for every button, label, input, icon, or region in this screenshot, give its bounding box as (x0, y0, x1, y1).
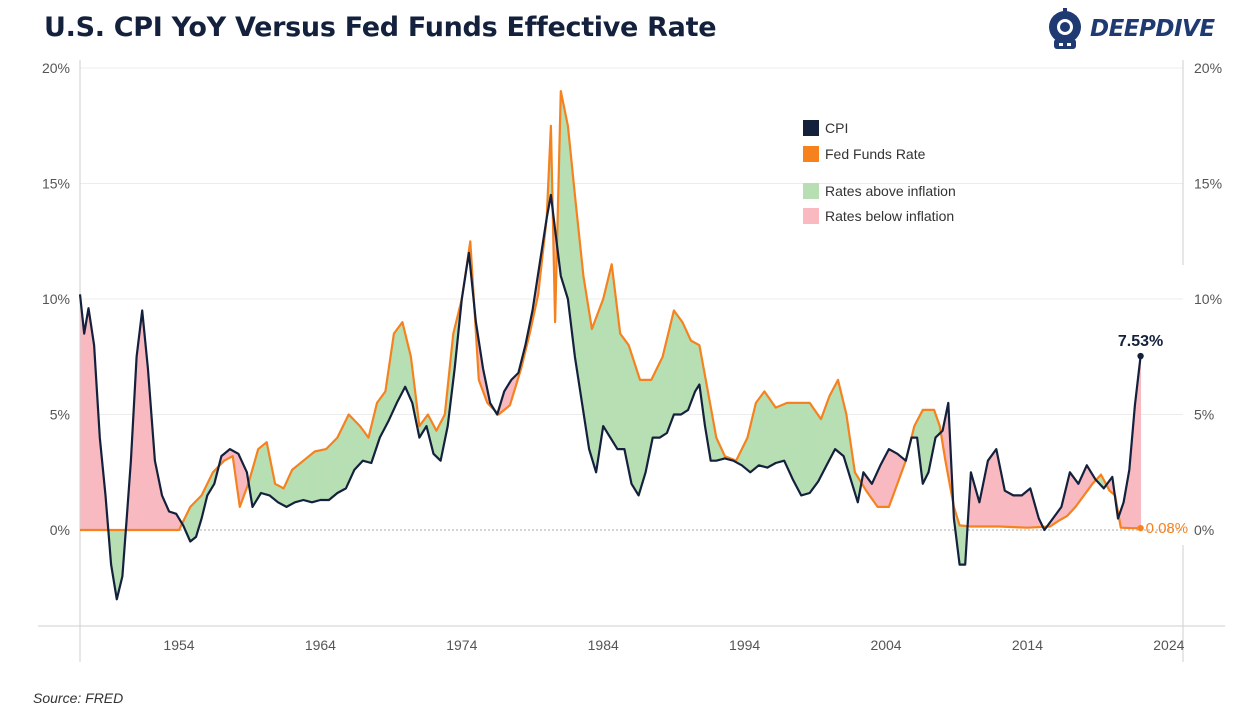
fed-endpoint (1137, 524, 1144, 532)
cpi-line (78, 193, 1142, 601)
y-tick-label-right: 5% (1194, 407, 1214, 423)
x-tick-label: 1964 (305, 637, 336, 653)
legend-rates-above-swatch (803, 183, 819, 199)
x-tick-label: 1994 (729, 637, 760, 653)
y-tick-label-left: 10% (42, 291, 70, 307)
legend-cpi-swatch (803, 120, 819, 136)
y-tick-label-left: 0% (50, 522, 70, 538)
legend-rates-below-label: Rates below inflation (825, 208, 954, 224)
legend: CPI Fed Funds Rate Rates above inflation Ra… (803, 120, 956, 224)
y-tick-label-left: 20% (42, 60, 70, 76)
x-tick-label: 2014 (1012, 637, 1043, 653)
y-tick-label-left: 15% (42, 176, 70, 192)
fed-last-label: 0.08% (1146, 520, 1189, 537)
diver-helmet-icon (1049, 8, 1081, 49)
series-lines (78, 90, 1142, 601)
y-tick-label-right: 0% (1194, 522, 1214, 538)
cpi-last-label: 7.53% (1118, 333, 1163, 350)
spread-fills (79, 91, 1141, 600)
legend-rates-above-label: Rates above inflation (825, 183, 956, 199)
x-tick-label: 1984 (588, 637, 619, 653)
y-tick-label-right: 10% (1194, 291, 1222, 307)
x-tick-label: 1954 (163, 637, 194, 653)
legend-rates-below-swatch (803, 208, 819, 224)
annotations: 7.53% 0.08% (1118, 333, 1188, 537)
brand-name: DEEPDIVE (1090, 16, 1215, 42)
legend-cpi-label: CPI (825, 120, 848, 136)
source-note: Source: FRED (33, 690, 124, 706)
cpi-endpoint (1137, 352, 1144, 360)
legend-fed-funds-swatch (803, 146, 819, 162)
tick-labels: 0% 0% 5% 5% 10% 10% 15% 15% 20% 20% 1954 1964 1974 19… (42, 60, 1222, 653)
x-tick-label: 1974 (446, 637, 477, 653)
brand-logo: DEEPDIVE (1046, 6, 1215, 52)
fed-funds-line (80, 90, 1141, 532)
chart-title: U.S. CPI YoY Versus Fed Funds Effective … (44, 12, 717, 43)
axes (38, 60, 1225, 662)
x-tick-label: 2004 (870, 637, 901, 653)
legend-fed-funds-label: Fed Funds Rate (825, 146, 926, 162)
y-tick-label-right: 20% (1194, 60, 1222, 76)
gridlines (80, 67, 1183, 531)
y-tick-label-right: 15% (1194, 176, 1222, 192)
y-tick-label-left: 5% (50, 407, 70, 423)
x-tick-label: 2024 (1153, 637, 1184, 653)
